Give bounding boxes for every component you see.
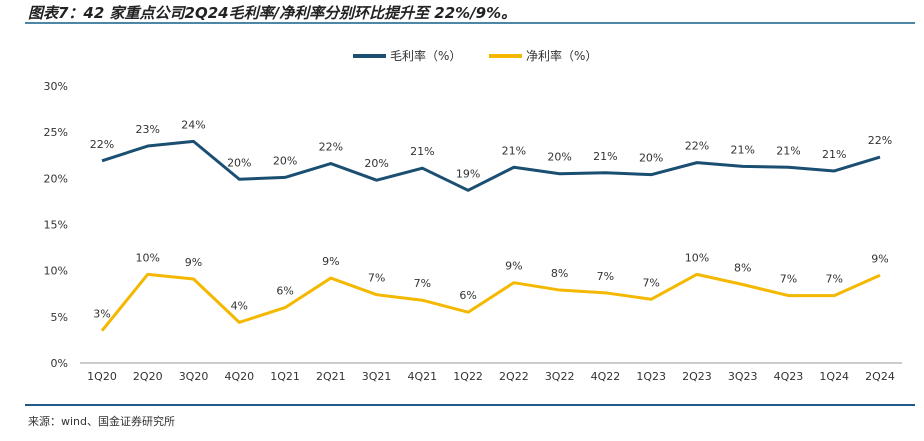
data-label: 10%: [136, 251, 160, 264]
data-label: 21%: [410, 145, 434, 158]
data-label: 6%: [459, 289, 476, 302]
data-label: 7%: [368, 272, 385, 285]
y-tick-label: 5%: [51, 311, 68, 324]
source-note: 来源：wind、国金证券研究所: [28, 415, 176, 428]
y-tick-label: 15%: [44, 219, 68, 232]
data-label: 9%: [871, 252, 888, 265]
x-tick-label: 4Q20: [224, 370, 254, 383]
data-label: 19%: [456, 167, 480, 180]
x-tick-label: 3Q22: [545, 370, 575, 383]
data-label: 24%: [181, 118, 205, 131]
x-tick-label: 3Q20: [179, 370, 209, 383]
data-label: 21%: [776, 144, 800, 157]
data-label: 20%: [547, 151, 571, 164]
data-label: 21%: [730, 143, 754, 156]
x-tick-label: 2Q21: [316, 370, 346, 383]
data-label: 23%: [136, 123, 160, 136]
y-tick-label: 20%: [44, 172, 68, 185]
x-tick-label: 2Q22: [499, 370, 529, 383]
data-label: 7%: [414, 277, 431, 290]
data-label: 7%: [597, 270, 614, 283]
data-label: 10%: [685, 251, 709, 264]
x-tick-label: 4Q21: [408, 370, 438, 383]
data-label: 4%: [231, 299, 248, 312]
data-label: 20%: [639, 152, 663, 165]
chart-title: 图表7：42 家重点公司2Q24毛利率/净利率分别环比提升至 22%/9%。: [28, 4, 517, 22]
data-label: 21%: [502, 144, 526, 157]
data-label: 6%: [276, 285, 293, 298]
x-tick-label: 1Q23: [636, 370, 666, 383]
y-tick-label: 30%: [44, 80, 68, 93]
x-tick-label: 1Q21: [270, 370, 300, 383]
x-tick-label: 2Q20: [133, 370, 163, 383]
y-tick-label: 10%: [44, 265, 68, 278]
y-tick-label: 0%: [51, 357, 68, 370]
y-tick-label: 25%: [44, 126, 68, 139]
data-label: 9%: [322, 255, 339, 268]
series-line-1: [100, 272, 881, 332]
data-label: 9%: [505, 260, 522, 273]
legend-label: 毛利率（%）: [390, 48, 461, 63]
x-tick-label: 2Q23: [682, 370, 712, 383]
x-tick-label: 3Q21: [362, 370, 392, 383]
data-label: 8%: [551, 267, 568, 280]
data-label: 22%: [90, 138, 114, 151]
data-label: 7%: [642, 276, 659, 289]
series-line-0: [101, 139, 881, 192]
title-divider: [25, 22, 915, 24]
x-tick-label: 1Q20: [87, 370, 117, 383]
x-tick-label: 2Q24: [865, 370, 895, 383]
data-label: 20%: [273, 154, 297, 167]
x-tick-label: 4Q23: [774, 370, 804, 383]
legend-label: 净利率（%）: [526, 48, 597, 63]
data-label: 22%: [319, 141, 343, 154]
source-divider: [25, 404, 915, 406]
data-label: 7%: [826, 273, 843, 286]
data-label: 3%: [93, 308, 110, 321]
data-label: 22%: [685, 140, 709, 153]
data-label: 8%: [734, 262, 751, 275]
x-tick-label: 1Q24: [819, 370, 849, 383]
data-label: 9%: [185, 256, 202, 269]
data-label: 21%: [822, 148, 846, 161]
x-tick-label: 4Q22: [591, 370, 621, 383]
x-tick-label: 1Q22: [453, 370, 483, 383]
data-label: 7%: [780, 273, 797, 286]
x-tick-label: 3Q23: [728, 370, 758, 383]
data-label: 21%: [593, 150, 617, 163]
line-chart: 0% 5% 10% 15% 20% 25% 30% 1Q20 2Q20 3Q20 4Q20 1Q21 2…: [44, 48, 902, 383]
data-label: 20%: [364, 157, 388, 170]
data-label: 20%: [227, 156, 251, 169]
data-label: 22%: [868, 134, 892, 147]
